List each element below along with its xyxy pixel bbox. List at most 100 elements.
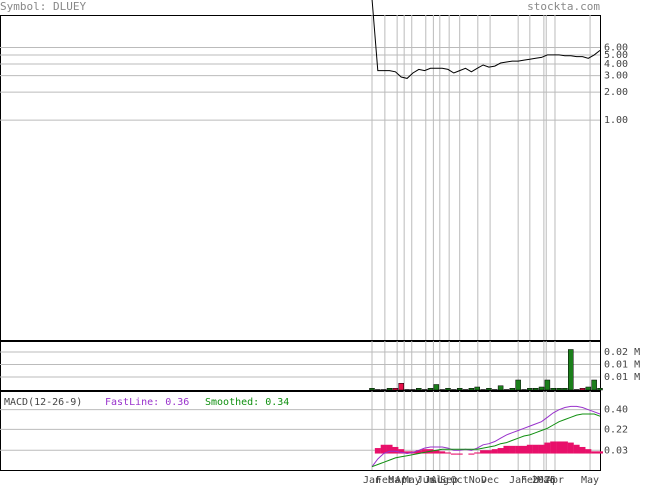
histogram-bar	[521, 445, 527, 454]
volume-bar	[480, 389, 486, 391]
histogram-bar	[561, 441, 568, 454]
y-tick-label: 0.01 M	[604, 372, 640, 383]
histogram-bar	[597, 451, 603, 454]
histogram-bar	[509, 445, 516, 454]
panel-frame	[0, 391, 601, 471]
histogram-bar	[468, 453, 475, 455]
x-tick-label: Sep	[440, 475, 458, 486]
y-tick-label: 0.22	[604, 424, 628, 435]
x-tick-label: Dec	[481, 475, 499, 486]
volume-bar	[421, 389, 428, 391]
histogram-bar	[485, 450, 492, 454]
histogram-bar	[474, 452, 481, 454]
y-tick-label: 2.00	[604, 87, 628, 98]
y-tick-label: 5.00	[604, 50, 628, 61]
histogram-bar	[480, 450, 487, 454]
volume-bar	[562, 388, 568, 391]
panel-frame	[0, 341, 601, 391]
series-line	[371, 413, 601, 468]
histogram-bar	[573, 444, 580, 454]
histogram-bar	[544, 442, 551, 454]
series-line	[371, 405, 601, 468]
x-tick-label: 2025	[532, 475, 556, 486]
volume-bar	[380, 389, 387, 391]
histogram-bar	[585, 449, 592, 454]
histogram-bar	[591, 451, 598, 454]
volume-bar	[410, 389, 416, 391]
x-tick-label: Aug	[431, 475, 449, 486]
volume-bar	[579, 388, 586, 391]
x-tick-label: Apr	[546, 475, 564, 486]
volume-bar	[427, 388, 434, 391]
site-label: stockta.com	[527, 0, 600, 13]
volume-bar	[544, 379, 551, 391]
volume-bar	[375, 389, 381, 391]
histogram-bar	[556, 441, 563, 454]
volume-bar	[515, 379, 521, 391]
histogram-bar	[567, 442, 574, 454]
volume-bar	[468, 388, 475, 391]
volume-bar	[497, 385, 504, 391]
volume-bar	[527, 388, 533, 391]
x-tick-label: Feb	[521, 475, 539, 486]
volume-bar	[486, 388, 492, 391]
series-line	[371, 0, 601, 79]
y-tick-label: 0.03	[604, 445, 628, 456]
volume-bar	[568, 349, 574, 391]
volume-bar	[433, 384, 440, 391]
volume-bar	[462, 389, 469, 391]
volume-bar	[521, 389, 527, 391]
panel-frame	[0, 15, 601, 341]
histogram-bar	[398, 449, 405, 454]
histogram-bar	[450, 453, 457, 455]
volume-bar	[439, 389, 445, 391]
histogram-bar	[532, 444, 539, 454]
volume-bar	[416, 388, 422, 391]
histogram-bar	[374, 448, 381, 454]
y-tick-label: 4.00	[604, 59, 628, 70]
histogram-bar	[433, 450, 440, 454]
histogram-bar	[439, 451, 446, 454]
volume-bar	[550, 388, 556, 391]
volume-bar	[456, 388, 463, 391]
x-tick-label: Mar	[537, 475, 555, 486]
volume-bar	[392, 388, 399, 391]
histogram-bar	[392, 446, 399, 454]
y-tick-label: 1.00	[604, 115, 628, 126]
x-tick-label: Jun	[417, 475, 435, 486]
x-tick-label: May	[403, 475, 421, 486]
macd-title: MACD(12-26-9)	[4, 397, 82, 408]
volume-bar	[492, 389, 498, 391]
volume-bar	[585, 386, 592, 391]
volume-bar	[404, 389, 410, 391]
volume-bar	[474, 386, 480, 391]
histogram-bar	[526, 444, 533, 454]
histogram-bar	[456, 453, 463, 455]
x-tick-label: Jan	[509, 475, 527, 486]
volume-bar	[503, 389, 510, 391]
symbol-label: Symbol: DLUEY	[0, 0, 86, 13]
x-tick-label: Oct	[451, 475, 469, 486]
x-tick-label: Jan	[363, 475, 381, 486]
y-tick-label: 6.00	[604, 43, 628, 54]
y-tick-label: 0.01 M	[604, 360, 640, 371]
volume-bar	[532, 388, 539, 391]
histogram-bar	[415, 450, 422, 454]
volume-bar	[597, 388, 603, 391]
volume-bar	[556, 388, 562, 391]
histogram-bar	[404, 451, 411, 454]
histogram-bar	[550, 441, 557, 454]
volume-bar	[445, 388, 451, 391]
x-tick-label: Feb	[376, 475, 394, 486]
histogram-bar	[497, 448, 504, 454]
histogram-bar	[579, 446, 586, 454]
histogram-bar	[386, 444, 393, 454]
x-tick-label: May	[581, 475, 599, 486]
histogram-bar	[445, 452, 451, 454]
y-tick-label: 3.00	[604, 71, 628, 82]
x-tick-label: Jul	[424, 475, 442, 486]
volume-bar	[451, 389, 457, 391]
x-tick-label: Mar	[388, 475, 406, 486]
volume-bar	[591, 379, 597, 391]
